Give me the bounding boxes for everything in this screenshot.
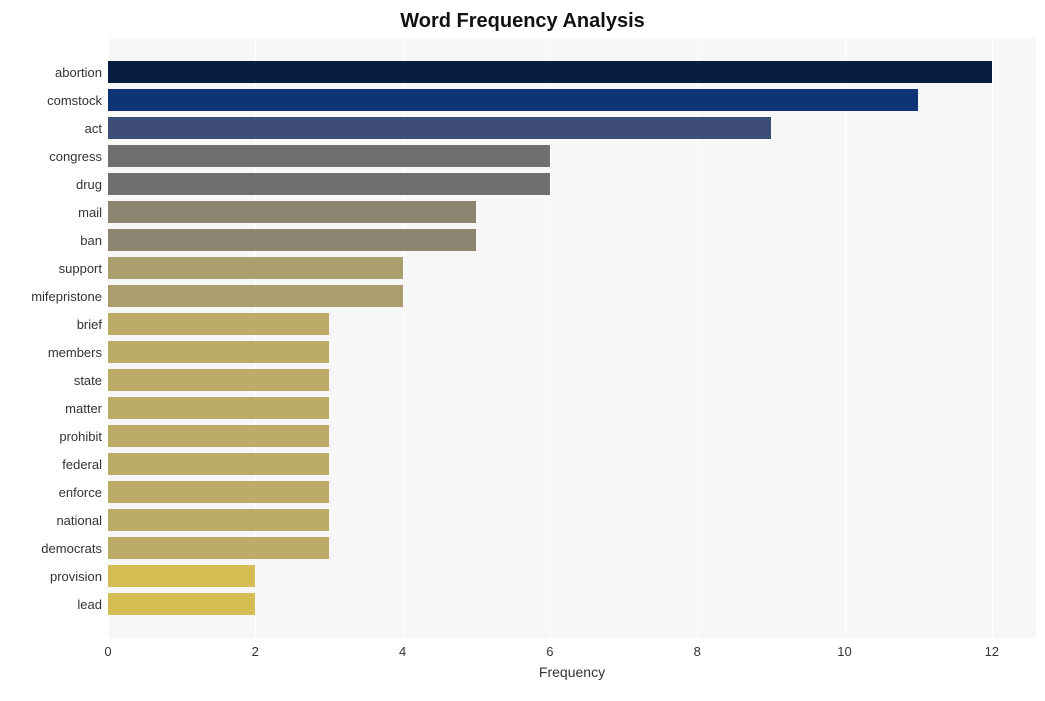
y-tick-label: enforce [59,485,102,500]
x-tick-label: 6 [546,644,553,659]
y-tick-label: congress [49,149,102,164]
y-tick-label: comstock [47,93,102,108]
y-tick-label: provision [50,569,102,584]
bar [108,145,550,167]
bar [108,425,329,447]
bar [108,397,329,419]
y-tick-label: drug [76,177,102,192]
bar [108,369,329,391]
y-tick-label: brief [77,317,102,332]
plot-area [108,38,1036,638]
x-tick-label: 8 [694,644,701,659]
chart-title: Word Frequency Analysis [15,10,1030,33]
y-tick-label: ban [80,233,102,248]
y-tick-label: lead [77,597,102,612]
bar [108,313,329,335]
y-tick-label: members [48,345,102,360]
y-tick-label: prohibit [59,429,102,444]
bar [108,453,329,475]
y-tick-label: matter [65,401,102,416]
x-tick-label: 0 [104,644,111,659]
bar [108,509,329,531]
bar [108,173,550,195]
bar [108,117,771,139]
bar [108,229,476,251]
y-tick-label: national [56,513,102,528]
bar [108,257,403,279]
gridline [992,38,993,638]
x-tick-label: 12 [985,644,999,659]
y-tick-label: democrats [41,541,102,556]
bar [108,481,329,503]
bar [108,61,992,83]
bar [108,201,476,223]
x-axis-label: Frequency [539,664,605,680]
y-tick-label: mail [78,205,102,220]
bar [108,341,329,363]
x-tick-label: 10 [837,644,851,659]
word-frequency-chart: Word Frequency Analysis abortion comstock… [0,0,1045,701]
x-tick-label: 2 [252,644,259,659]
y-tick-label: abortion [55,65,102,80]
bar [108,537,329,559]
y-tick-label: federal [62,457,102,472]
y-tick-label: act [85,121,102,136]
bar [108,593,255,615]
bar [108,285,403,307]
y-tick-label: state [74,373,102,388]
x-tick-label: 4 [399,644,406,659]
y-tick-label: support [59,261,102,276]
gridline [845,38,846,638]
bar [108,565,255,587]
bar [108,89,918,111]
y-tick-label: mifepristone [31,289,102,304]
